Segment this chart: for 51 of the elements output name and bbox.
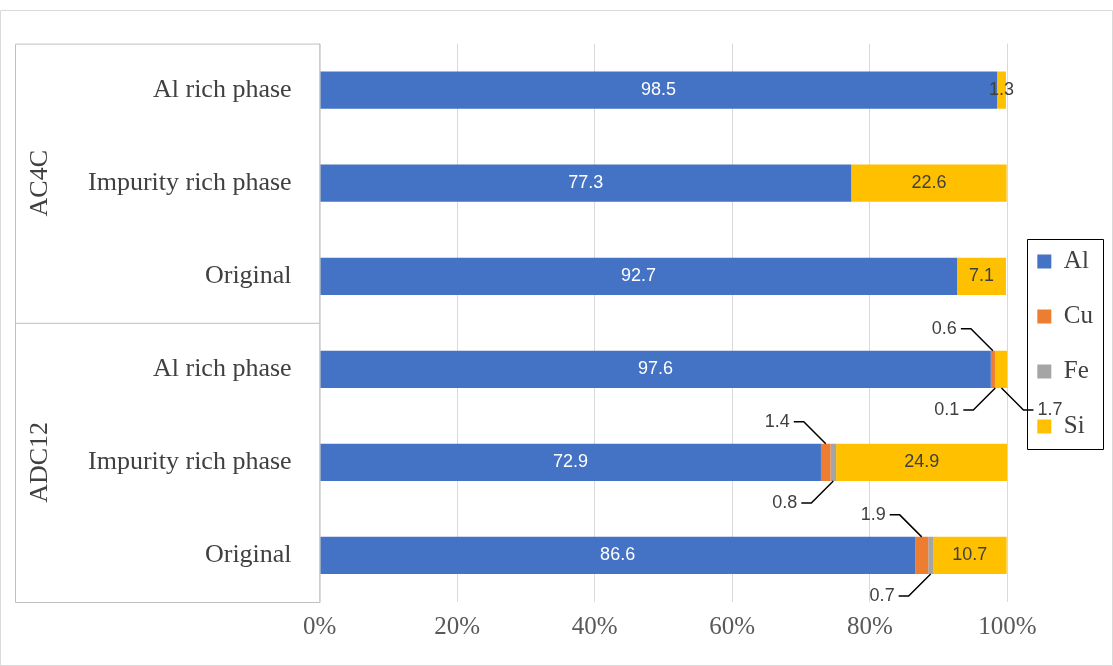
- data-label: 22.6: [911, 172, 947, 193]
- data-label: 1.7: [1037, 398, 1063, 419]
- bar: [851, 164, 1007, 202]
- bar: [320, 536, 916, 575]
- data-label: 1.3: [988, 79, 1014, 100]
- y-tick-label: Impurity rich phase: [88, 446, 292, 476]
- legend-label: Si: [1063, 411, 1085, 439]
- bar: [320, 350, 991, 388]
- data-label: 0.6: [931, 317, 957, 338]
- y-tick-label: Al rich phase: [152, 73, 292, 103]
- bar: [915, 536, 929, 575]
- x-tick-label: 40%: [571, 611, 618, 639]
- x-tick-label: 60%: [709, 611, 756, 639]
- y-tick-label: Original: [204, 539, 292, 569]
- text: ADC12: [23, 421, 53, 503]
- bar: [820, 443, 831, 482]
- data-label: 0.8: [772, 491, 798, 512]
- bar: [990, 350, 995, 388]
- y-tick-label: Impurity rich phase: [88, 167, 292, 197]
- x-tick-label: 100%: [978, 611, 1037, 639]
- bar: [830, 443, 837, 482]
- bar: [995, 350, 1008, 388]
- data-label: 86.6: [600, 544, 636, 565]
- data-label: 77.3: [568, 172, 604, 193]
- data-label: 1.9: [860, 503, 886, 524]
- data-label: 10.7: [952, 544, 988, 565]
- x-tick-label: 20%: [434, 611, 481, 639]
- legend-label: Fe: [1063, 356, 1089, 384]
- bar: [320, 164, 852, 202]
- y-tick-label: Original: [204, 260, 292, 290]
- data-label: 92.7: [621, 265, 657, 286]
- bar: [957, 257, 1006, 295]
- data-label: 98.5: [641, 79, 677, 100]
- x-tick-label: 80%: [846, 611, 893, 639]
- y-tick-label: Al rich phase: [152, 353, 292, 383]
- data-label: 7.1: [969, 265, 995, 286]
- bar: [928, 536, 934, 575]
- data-label: 72.9: [553, 451, 589, 472]
- legend-label: Al: [1063, 246, 1089, 274]
- legend-label: Cu: [1063, 301, 1094, 329]
- data-label: 97.6: [637, 358, 673, 379]
- data-label: 1.4: [764, 410, 790, 431]
- x-tick-label: 0%: [302, 611, 337, 639]
- text: AC4C: [23, 149, 53, 217]
- bar: [933, 536, 1007, 575]
- data-label: 24.9: [904, 451, 940, 472]
- bar: [320, 443, 821, 482]
- bar: [836, 443, 1008, 482]
- data-label: 0.1: [934, 398, 960, 419]
- bar: [320, 257, 958, 295]
- data-label: 0.7: [869, 585, 895, 606]
